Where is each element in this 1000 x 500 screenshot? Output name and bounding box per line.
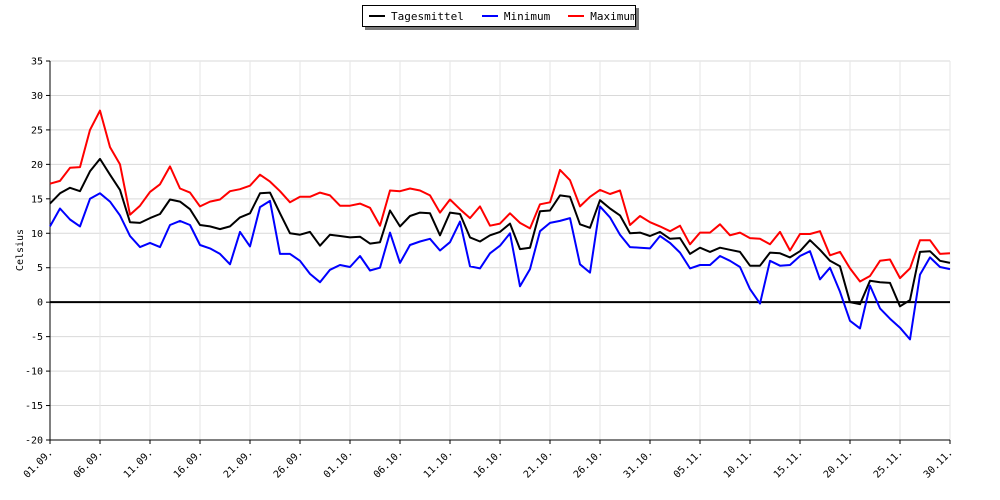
series-line-tagesmittel <box>49 157 951 308</box>
y-tick-label: 5 <box>37 263 43 274</box>
x-tick-label: 21.09. <box>222 447 255 480</box>
series-lines <box>49 109 951 341</box>
y-tick-label: 15 <box>31 194 43 205</box>
series-line-maximum <box>49 109 951 283</box>
legend-item-maximum: Maximum <box>568 9 637 23</box>
y-tick-label: -5 <box>31 332 43 343</box>
x-tick-label: 10.11. <box>722 447 755 480</box>
legend-label: Maximum <box>590 9 637 23</box>
legend-label: Minimum <box>503 9 551 23</box>
y-tick-label: 20 <box>31 160 43 171</box>
legend-swatch <box>481 15 498 17</box>
y-axis-label: Celsius <box>15 229 26 271</box>
legend-label: Tagesmittel <box>391 9 464 23</box>
y-tick-label: -20 <box>25 436 43 447</box>
x-tick-label: 20.11. <box>822 447 855 480</box>
x-tick-label: 16.10. <box>472 447 505 480</box>
x-tick-label: 06.10. <box>372 447 405 480</box>
x-tick-label: 21.10. <box>522 447 555 480</box>
x-tick-label: 25.11. <box>872 447 905 480</box>
x-tick-label: 01.10. <box>322 447 355 480</box>
y-tick-label: 35 <box>31 57 43 68</box>
legend-item-minimum: Minimum <box>481 9 551 23</box>
x-tick-label: 01.09. <box>22 447 55 480</box>
y-tick-label: 10 <box>31 229 43 240</box>
x-tick-label: 26.10. <box>572 447 605 480</box>
x-tick-labels: 01.09. 06.09. 11.09. 16.09. 21.09. 26.09. 01.1… <box>22 447 955 480</box>
axes <box>49 61 950 441</box>
legend-swatch <box>369 15 385 17</box>
legend-item-tagesmittel: Tagesmittel <box>369 10 464 23</box>
x-tick-label: 05.11. <box>672 447 705 480</box>
y-tick-label: 30 <box>31 91 43 102</box>
x-tick-label: 11.09. <box>122 447 155 480</box>
x-tick-label: 06.09. <box>72 447 105 480</box>
legend-swatch <box>568 15 585 17</box>
y-tick-label: 25 <box>31 125 43 136</box>
y-tick-label: -10 <box>25 367 43 378</box>
x-tick-label: 31.10. <box>622 447 655 480</box>
grid-lines <box>46 60 951 444</box>
x-tick-label: 26.09. <box>272 447 305 480</box>
y-tick-labels: -20 -15 -10 -5 0 5 10 15 20 25 30 35 <box>25 57 43 447</box>
legend: Tagesmittel Minimum Maximum <box>362 5 637 27</box>
y-tick-label: 0 <box>37 298 43 309</box>
x-tick-label: 30.11. <box>922 447 955 480</box>
y-tick-label: -15 <box>25 401 43 412</box>
x-tick-label: 11.10. <box>422 447 455 480</box>
x-tick-label: 16.09. <box>172 447 205 480</box>
series-line-minimum <box>49 192 951 341</box>
x-tick-label: 15.11. <box>772 447 805 480</box>
